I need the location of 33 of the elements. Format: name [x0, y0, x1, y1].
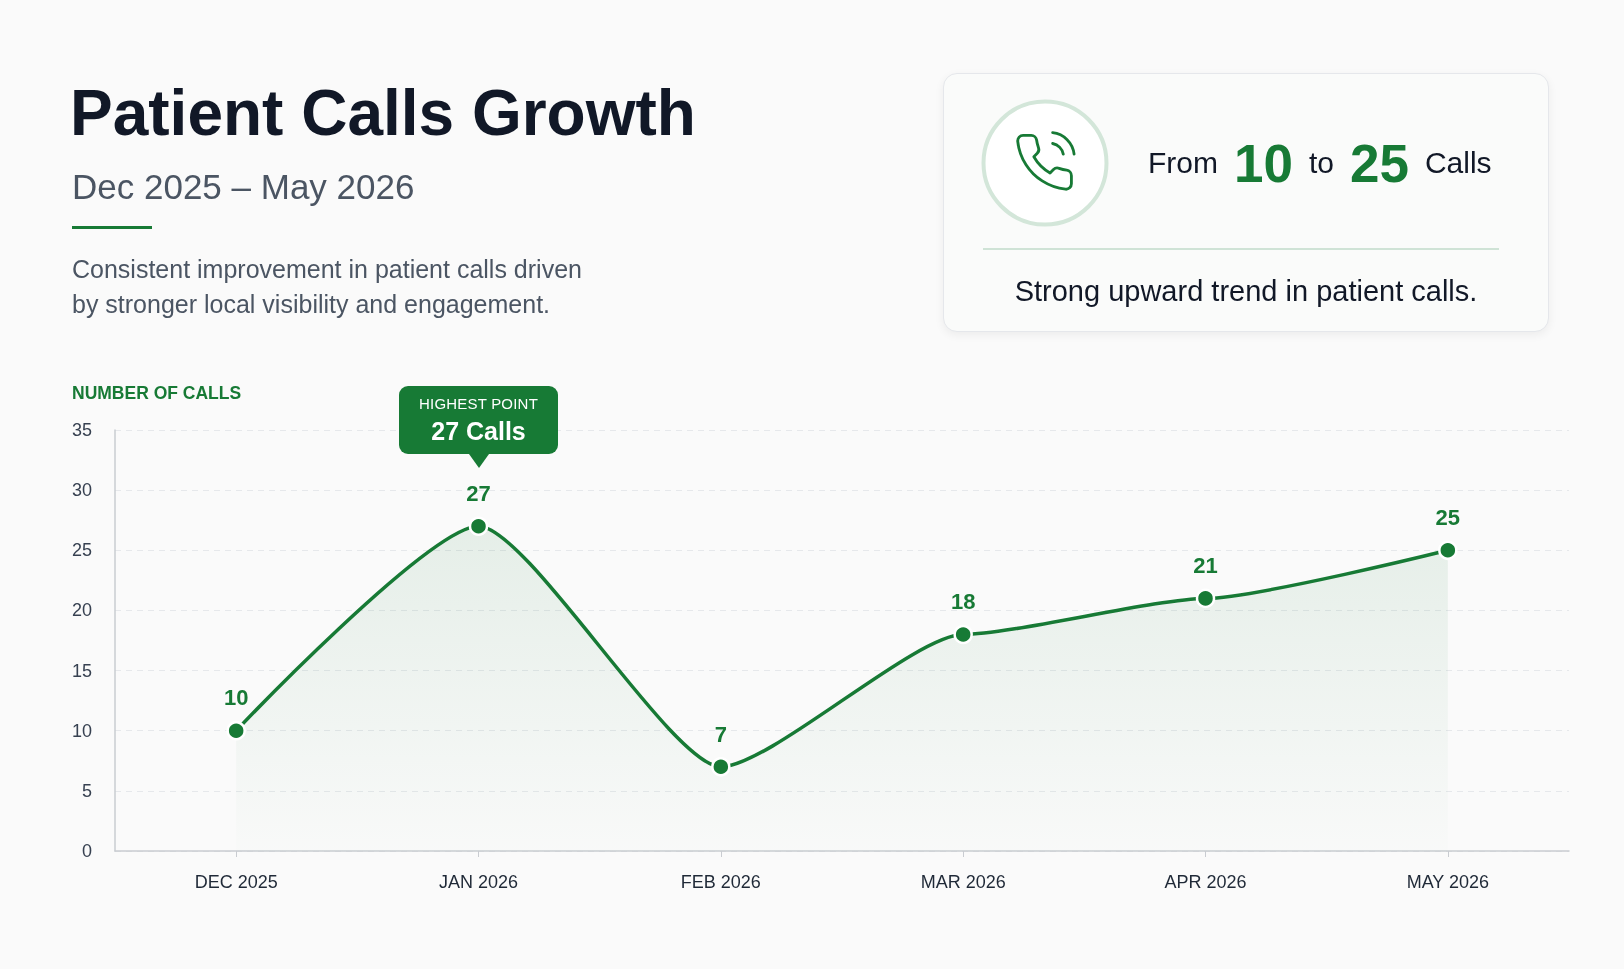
- x-tick-label: MAR 2026: [920, 872, 1006, 892]
- chart-title: Patient Calls Growth: [70, 76, 696, 150]
- chart-subtitle: Dec 2025 – May 2026: [72, 166, 415, 208]
- y-tick-label: 35: [71, 420, 92, 440]
- point: [226, 720, 246, 741]
- point: [953, 624, 973, 645]
- x-tick-label: JAN 2026: [438, 872, 519, 892]
- y-tick-label: 5: [81, 780, 92, 801]
- data-label: 21: [1193, 553, 1218, 579]
- data-label: 27: [466, 480, 491, 506]
- data-label: 7: [714, 721, 727, 747]
- y-tick-label: 30: [71, 480, 92, 501]
- text: From 10 to 25 Calls: [1148, 132, 1492, 194]
- annotation: HIGHEST POINT 27 Calls: [418, 394, 539, 448]
- point: [1195, 588, 1216, 609]
- point: [1438, 540, 1458, 561]
- y-tick-label: 0: [81, 841, 92, 861]
- y-tick-label: 15: [71, 660, 92, 681]
- y-axis-title: NUMBER OF CALLS: [72, 383, 242, 404]
- y-tick-label: 10: [71, 720, 92, 741]
- x-tick-label: APR 2026: [1164, 872, 1247, 892]
- data-label: 25: [1435, 505, 1461, 531]
- data-label: 10: [223, 685, 249, 711]
- data-label: 18: [950, 589, 976, 615]
- y-tick-label: 25: [71, 540, 92, 561]
- point: [711, 757, 731, 777]
- text: Strong upward trend in patient calls.: [1013, 274, 1479, 309]
- y-tick-label: 20: [71, 600, 92, 621]
- point: [468, 516, 489, 536]
- x-tick-label: MAY 2026: [1406, 872, 1490, 892]
- text: Consistent improvement in patient calls driven by stronger local visibility and engagement.: [72, 254, 583, 320]
- x-tick-label: DEC 2025: [194, 872, 278, 892]
- x-tick-label: FEB 2026: [680, 872, 761, 892]
